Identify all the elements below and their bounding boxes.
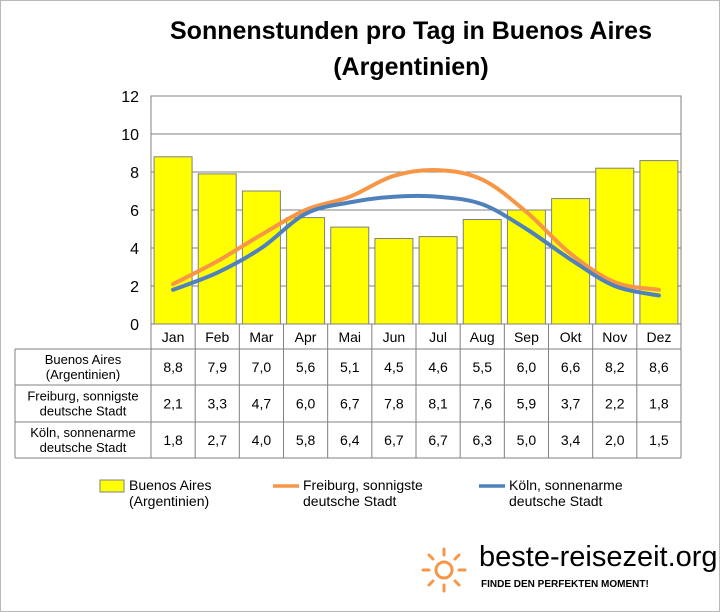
legend-item-buenos-aires: Buenos Aires (Argentinien) bbox=[99, 477, 212, 509]
bar-buenos-aires bbox=[374, 238, 414, 325]
bar-buenos-aires bbox=[639, 160, 679, 325]
x-category-label: Aug bbox=[470, 329, 495, 345]
y-tick-label: 4 bbox=[130, 241, 139, 258]
table-cell-value: 4,6 bbox=[428, 359, 448, 375]
chart-plot: 0 2 4 6 8 10 12 Jan Feb Mar Apr Mai Jun Jul Aug Sep Okt N… bbox=[14, 89, 682, 459]
legend-swatch-bar bbox=[99, 479, 125, 493]
bar-buenos-aires bbox=[153, 156, 193, 325]
chart-title-line-2: (Argentinien) bbox=[333, 53, 489, 81]
table-cell-value: 8,6 bbox=[649, 359, 669, 375]
y-tick-label: 2 bbox=[130, 279, 139, 296]
table-cell-value: 5,9 bbox=[517, 396, 537, 412]
y-tick-label: 8 bbox=[130, 165, 139, 182]
line-koeln bbox=[171, 193, 661, 298]
table-cell-value: 2,2 bbox=[605, 396, 625, 412]
table-cell-value: 6,0 bbox=[296, 396, 316, 412]
legend-label-line-2: (Argentinien) bbox=[129, 493, 210, 509]
brand-name: beste-reisezeit.org bbox=[479, 541, 718, 573]
table-row-header: deutsche Stadt bbox=[40, 440, 127, 455]
table-cell-value: 2,1 bbox=[163, 396, 183, 412]
legend-label-line-1: Köln, sonnenarme bbox=[509, 477, 623, 493]
bar-buenos-aires bbox=[197, 173, 237, 325]
table-row-header: Freiburg, sonnigste bbox=[27, 389, 138, 404]
table-cell-value: 8,1 bbox=[428, 396, 448, 412]
table-cell-value: 8,8 bbox=[163, 359, 183, 375]
legend-label-line-2: deutsche Stadt bbox=[303, 493, 397, 509]
bar-buenos-aires bbox=[595, 167, 635, 325]
y-tick-label: 6 bbox=[130, 203, 139, 220]
brand-logo: beste-reisezeit.org FINDE DEN PERFEKTEN … bbox=[417, 541, 718, 607]
y-tick-label: 12 bbox=[121, 89, 139, 106]
legend-label-line-1: Buenos Aires bbox=[129, 477, 212, 493]
table-row-header: deutsche Stadt bbox=[40, 404, 127, 419]
table-cell-value: 5,6 bbox=[296, 359, 316, 375]
x-category-label: Dez bbox=[646, 329, 671, 345]
table-cell-value: 7,9 bbox=[208, 359, 228, 375]
table-cell-value: 6,3 bbox=[473, 432, 493, 448]
chart-title-line-1: Sonnenstunden pro Tag in Buenos Aires bbox=[170, 17, 652, 45]
table-cell-value: 6,4 bbox=[340, 432, 360, 448]
x-category-label: Nov bbox=[602, 329, 627, 345]
table-cell-value: 1,8 bbox=[163, 432, 183, 448]
table-cell-value: 6,7 bbox=[428, 432, 448, 448]
table-row-header: Köln, sonnenarme bbox=[30, 425, 136, 440]
x-category-label: Mai bbox=[338, 329, 361, 345]
table-cell-value: 5,8 bbox=[296, 432, 316, 448]
bar-buenos-aires bbox=[462, 219, 502, 325]
table-cell-value: 1,5 bbox=[649, 432, 669, 448]
x-category-label: Apr bbox=[295, 329, 317, 345]
bar-buenos-aires bbox=[330, 226, 370, 325]
table-cell-value: 5,5 bbox=[473, 359, 493, 375]
x-category-label: Jan bbox=[162, 329, 185, 345]
legend-label-line-2: deutsche Stadt bbox=[509, 493, 603, 509]
table-row-header: Buenos Aires bbox=[45, 352, 122, 367]
x-category-label: Feb bbox=[205, 329, 229, 345]
table-cell-value: 5,0 bbox=[517, 432, 537, 448]
legend-label-line-1: Freiburg, sonnigste bbox=[303, 477, 423, 493]
table-cell-value: 8,2 bbox=[605, 359, 625, 375]
table-cell-value: 4,7 bbox=[252, 396, 272, 412]
table-cell-value: 7,0 bbox=[252, 359, 272, 375]
legend-item-koeln: Köln, sonnenarme deutsche Stadt bbox=[479, 477, 623, 509]
x-category-label: Sep bbox=[514, 329, 539, 345]
x-category-label: Jun bbox=[383, 329, 406, 345]
table-cell-value: 3,3 bbox=[208, 396, 228, 412]
x-category-label: Mar bbox=[249, 329, 273, 345]
table-cell-value: 7,6 bbox=[473, 396, 493, 412]
table-row-header: (Argentinien) bbox=[46, 367, 120, 382]
x-category-label: Okt bbox=[560, 329, 582, 345]
table-cell-value: 4,5 bbox=[384, 359, 404, 375]
table-cell-value: 2,7 bbox=[208, 432, 228, 448]
legend-swatch-line-blue bbox=[479, 484, 505, 488]
y-tick-label: 10 bbox=[121, 127, 139, 144]
table-cell-value: 1,8 bbox=[649, 396, 669, 412]
sun-icon bbox=[421, 547, 467, 593]
table-cell-value: 3,4 bbox=[561, 432, 581, 448]
bar-buenos-aires bbox=[418, 236, 458, 325]
line-freiburg bbox=[171, 167, 661, 292]
table-cell-value: 6,7 bbox=[340, 396, 360, 412]
legend-item-freiburg: Freiburg, sonnigste deutsche Stadt bbox=[273, 477, 423, 509]
table-cell-value: 6,7 bbox=[384, 432, 404, 448]
brand-slogan: FINDE DEN PERFEKTEN MOMENT! bbox=[481, 579, 649, 590]
y-tick-label: 0 bbox=[130, 317, 139, 334]
bar-buenos-aires bbox=[286, 217, 326, 325]
table-cell-value: 7,8 bbox=[384, 396, 404, 412]
table-cell-value: 2,0 bbox=[605, 432, 625, 448]
table-cell-value: 6,0 bbox=[517, 359, 537, 375]
x-category-label: Jul bbox=[429, 329, 447, 345]
table-cell-value: 4,0 bbox=[252, 432, 272, 448]
table-cell-value: 3,7 bbox=[561, 396, 581, 412]
table-cell-value: 6,6 bbox=[561, 359, 581, 375]
table-cell-value: 5,1 bbox=[340, 359, 360, 375]
legend-swatch-line-orange bbox=[273, 484, 299, 488]
